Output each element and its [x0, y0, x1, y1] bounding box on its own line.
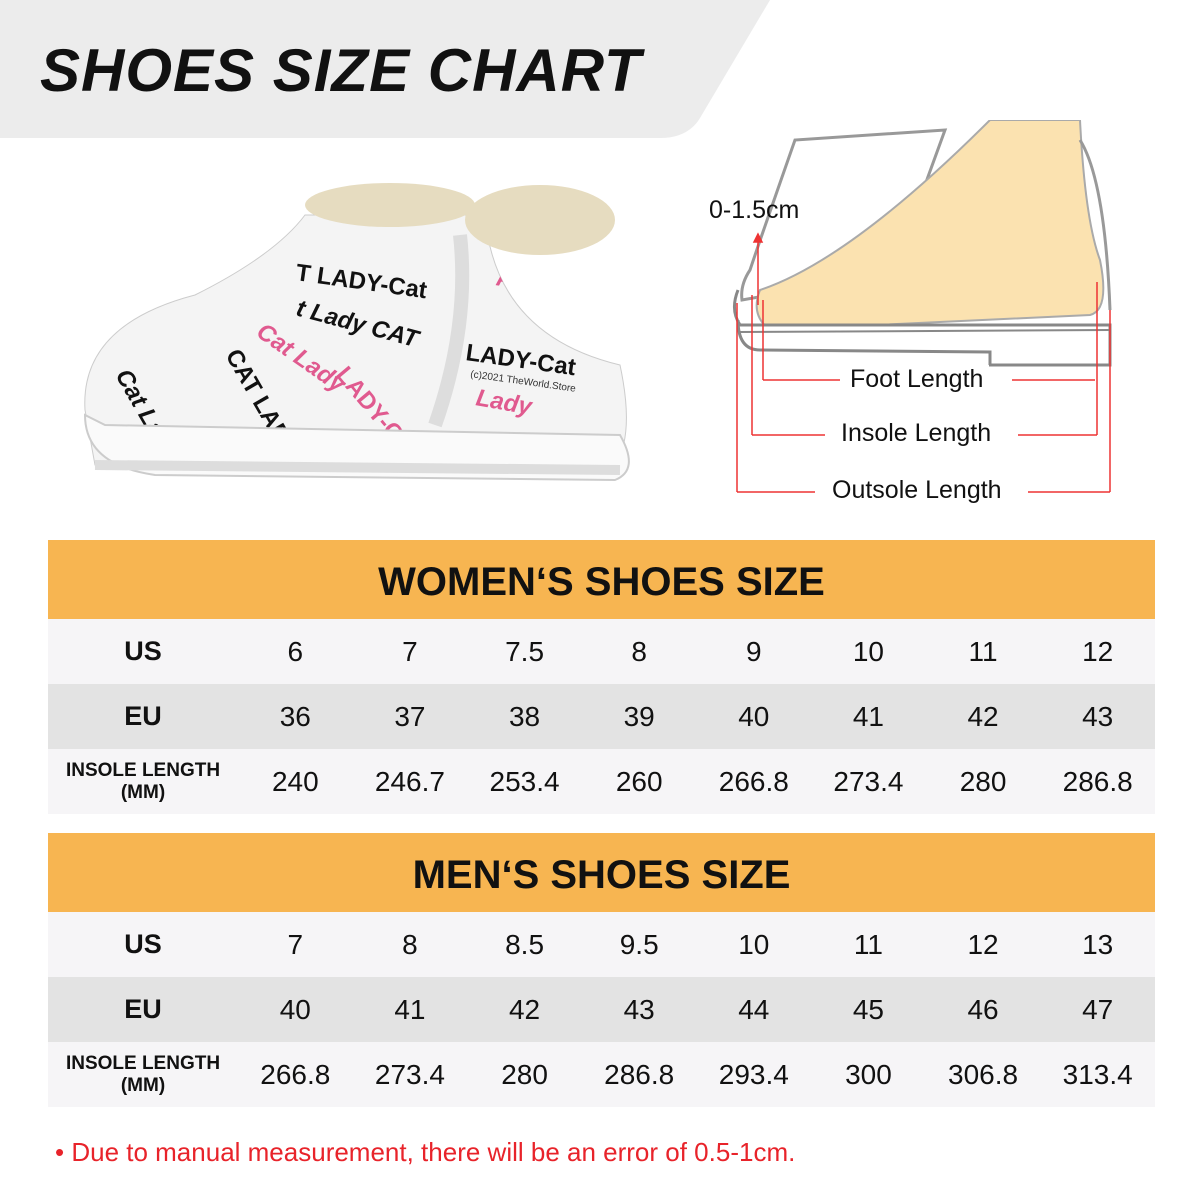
table-cell: 280 — [959, 765, 1007, 797]
row-label: INSOLE LENGTH (MM) — [65, 759, 221, 803]
table-cell: 47 — [1082, 993, 1114, 1025]
table-cell: 9 — [746, 635, 762, 667]
table-cell: 313.4 — [1062, 1058, 1133, 1090]
table-cell: 286.8 — [604, 1058, 675, 1090]
table-cell: 280 — [501, 1058, 548, 1090]
table-cell: 11 — [853, 928, 883, 960]
foot-length-label: Foot Length — [844, 365, 990, 394]
table-cell: 306.8 — [948, 1058, 1019, 1090]
table-cell: 10 — [738, 928, 770, 960]
table-cell: 8.5 — [505, 928, 545, 960]
table-cell: 36 — [279, 700, 311, 732]
table-cell: 43 — [1082, 700, 1114, 732]
table-cell: 12 — [1082, 635, 1114, 667]
table-cell: 8 — [631, 635, 647, 667]
row-label: EU — [124, 701, 162, 731]
table-cell: 42 — [508, 993, 541, 1025]
product-shoe-image: T LADY-Cat AT LADY t Lady CAT Cat Lady C… — [83, 183, 630, 482]
page-title: SHOES SIZE CHART — [40, 37, 642, 104]
table-cell: 44 — [738, 993, 770, 1025]
table-cell: 13 — [1082, 928, 1114, 960]
table-row: INSOLE LENGTH (MM) 240 246.7 253.4 260 266.8 27… — [48, 749, 1155, 814]
table-row: INSOLE LENGTH (MM) 266.8 273.4 280 286.8 293.4… — [48, 1042, 1155, 1107]
table-cell: 9.5 — [619, 928, 659, 960]
table-cell: 40 — [738, 700, 770, 732]
row-label: US — [124, 929, 162, 959]
womens-size-table: WOMEN‘S SHOES SIZE US 6 7 7.5 8 9 10 11 12 EU 36 37 3… — [48, 540, 1155, 814]
table-cell: 246.7 — [374, 765, 445, 797]
table-cell: 41 — [394, 993, 426, 1025]
table-cell: 253.4 — [489, 765, 560, 797]
table-cell: 273.4 — [833, 765, 904, 797]
table-cell: 7 — [287, 928, 304, 960]
table-cell: 293.4 — [718, 1058, 789, 1090]
table-cell: 8 — [402, 928, 418, 960]
table-row: EU 40 41 42 43 44 45 46 47 — [48, 977, 1155, 1042]
table-title: MEN‘S SHOES SIZE — [48, 833, 1155, 912]
table-cell: 273.4 — [374, 1058, 445, 1090]
insole-length-label: Insole Length — [835, 419, 998, 448]
table-cell: 37 — [394, 700, 426, 732]
table-title: WOMEN‘S SHOES SIZE — [48, 540, 1155, 619]
table-cell: 39 — [623, 700, 655, 732]
table-cell: 45 — [852, 993, 885, 1025]
table-cell: 40 — [279, 993, 311, 1025]
table-cell: 10 — [852, 635, 885, 667]
row-label: EU — [124, 994, 162, 1024]
table-cell: 7 — [402, 635, 418, 667]
table-cell: 6 — [287, 635, 304, 667]
toe-gap-label: 0-1.5cm — [709, 196, 800, 224]
table-cell: 43 — [623, 993, 655, 1025]
table-row: US 6 7 7.5 8 9 10 11 12 — [48, 619, 1155, 684]
table-cell: 12 — [967, 928, 999, 960]
table-cell: 260 — [615, 765, 663, 797]
table-cell: 46 — [967, 993, 999, 1025]
table-cell: 11 — [968, 635, 998, 667]
table-row: US 7 8 8.5 9.5 10 11 12 13 — [48, 912, 1155, 977]
row-label: INSOLE LENGTH (MM) — [65, 1052, 221, 1096]
outsole-length-label: Outsole Length — [826, 476, 1008, 505]
table-cell: 41 — [852, 700, 885, 732]
table-cell: 266.8 — [260, 1058, 331, 1090]
mens-size-table: MEN‘S SHOES SIZE US 7 8 8.5 9.5 10 11 12 13 EU 40 41… — [48, 833, 1155, 1107]
table-cell: 300 — [845, 1058, 892, 1090]
table-cell: 266.8 — [718, 765, 789, 797]
table-cell: 38 — [508, 700, 541, 732]
foot-measurement-diagram: 0-1.5cm Foot Length Insole Length Outsol… — [700, 120, 1160, 520]
table-cell: 286.8 — [1062, 765, 1133, 797]
table-cell: 7.5 — [505, 635, 545, 667]
table-cell: 240 — [271, 765, 319, 797]
row-label: US — [124, 636, 162, 666]
measurement-note: • Due to manual measurement, there will … — [55, 1137, 796, 1167]
table-cell: 42 — [967, 700, 999, 732]
title-banner — [0, 0, 770, 138]
table-row: EU 36 37 38 39 40 41 42 43 — [48, 684, 1155, 749]
